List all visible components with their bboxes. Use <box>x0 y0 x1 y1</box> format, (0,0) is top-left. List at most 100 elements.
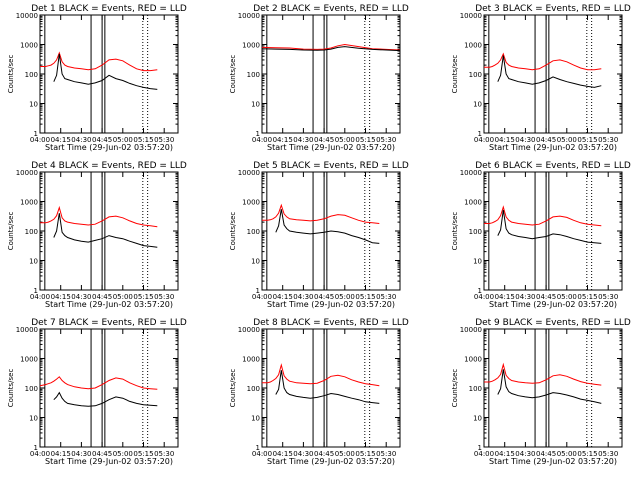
y-tick-label: 1 <box>34 444 38 452</box>
y-tick-label: 1000 <box>464 42 482 50</box>
lld-series-line <box>40 205 158 228</box>
y-tick-label: 1000 <box>464 199 482 207</box>
y-tick-label: 1 <box>256 287 260 295</box>
panel-title: Det 4 BLACK = Events, RED = LLD <box>31 161 187 171</box>
panel-title: Det 2 BLACK = Events, RED = LLD <box>253 4 409 14</box>
x-tick-label: 05:30 <box>598 450 618 458</box>
x-tick-label: 04:15 <box>51 136 71 144</box>
x-tick-label: 04:00 <box>252 293 272 301</box>
x-tick-label: 04:30 <box>71 293 91 301</box>
x-tick-label: 05:30 <box>598 293 618 301</box>
x-tick-label: 04:45 <box>92 293 112 301</box>
x-tick-label: 05:30 <box>154 136 174 144</box>
x-tick-label: 04:15 <box>495 293 515 301</box>
x-tick-label: 04:15 <box>273 136 293 144</box>
plot-frame <box>261 328 401 448</box>
y-tick-label: 1000 <box>20 199 38 207</box>
panel-det-2: Det 2 BLACK = Events, RED = LLD 1 10 100 100… <box>229 4 409 152</box>
panel-title: Det 3 BLACK = Events, RED = LLD <box>475 4 631 14</box>
y-tick-label: 100 <box>469 228 482 236</box>
y-tick-label: 1 <box>256 444 260 452</box>
x-tick-label: 05:15 <box>355 450 375 458</box>
lld-series-line <box>484 52 602 71</box>
panel-det-9: Det 9 BLACK = Events, RED = LLD 1 10 100 100… <box>451 318 631 466</box>
x-tick-label: 05:30 <box>598 136 618 144</box>
x-tick-label: 04:00 <box>252 450 272 458</box>
y-tick-label: 10000 <box>460 326 482 334</box>
x-tick-label: 04:00 <box>30 136 50 144</box>
x-axis-label: Start Time (29-Jun-02 03:57:20) <box>267 143 395 152</box>
panel-det-1: Det 1 BLACK = Events, RED = LLD 1 10 100 100… <box>7 4 187 152</box>
y-tick-label: 10 <box>473 258 482 266</box>
x-tick-label: 05:00 <box>557 293 577 301</box>
x-axis-label: Start Time (29-Jun-02 03:57:20) <box>45 300 173 309</box>
x-tick-label: 04:30 <box>293 450 313 458</box>
lld-series-line <box>262 363 380 387</box>
x-tick-label: 05:30 <box>154 293 174 301</box>
y-tick-label: 100 <box>247 71 260 79</box>
y-axis-label: Counts/sec <box>229 369 237 408</box>
x-tick-label: 04:30 <box>293 293 313 301</box>
y-tick-label: 1000 <box>20 356 38 364</box>
x-tick-label: 05:00 <box>113 450 133 458</box>
y-tick-label: 1 <box>256 130 260 138</box>
x-tick-label: 04:30 <box>293 136 313 144</box>
x-tick-label: 04:15 <box>273 450 293 458</box>
y-tick-label: 10 <box>251 258 260 266</box>
x-tick-label: 04:30 <box>71 450 91 458</box>
events-series-line <box>275 370 380 404</box>
panel-title: Det 7 BLACK = Events, RED = LLD <box>31 318 187 328</box>
y-tick-label: 10000 <box>238 169 260 177</box>
x-tick-label: 04:00 <box>474 450 494 458</box>
x-tick-label: 04:45 <box>314 293 334 301</box>
x-tick-label: 04:45 <box>536 293 556 301</box>
y-axis-label: Counts/sec <box>451 55 459 94</box>
y-tick-label: 10000 <box>16 169 38 177</box>
y-tick-label: 10 <box>251 101 260 109</box>
x-tick-label: 05:00 <box>557 136 577 144</box>
x-tick-label: 05:30 <box>376 450 396 458</box>
lld-series-line <box>484 362 602 386</box>
x-tick-label: 05:30 <box>376 136 396 144</box>
x-tick-label: 05:30 <box>376 293 396 301</box>
x-tick-label: 05:15 <box>577 450 597 458</box>
y-tick-label: 1000 <box>242 199 260 207</box>
plot-frame <box>39 171 179 291</box>
events-series-line <box>53 53 158 90</box>
events-series-line <box>275 209 380 244</box>
y-tick-label: 10 <box>473 415 482 423</box>
x-tick-label: 05:30 <box>154 450 174 458</box>
y-tick-label: 100 <box>469 71 482 79</box>
panel-title: Det 5 BLACK = Events, RED = LLD <box>253 161 409 171</box>
y-axis-label: Counts/sec <box>451 369 459 408</box>
lld-series-line <box>261 43 401 51</box>
x-tick-label: 05:15 <box>133 450 153 458</box>
y-tick-label: 100 <box>25 385 38 393</box>
x-tick-label: 05:00 <box>113 293 133 301</box>
panel-det-3: Det 3 BLACK = Events, RED = LLD 1 10 100 100… <box>451 4 631 152</box>
y-tick-label: 10 <box>29 101 38 109</box>
y-tick-label: 1 <box>34 130 38 138</box>
panel-title: Det 9 BLACK = Events, RED = LLD <box>475 318 631 328</box>
y-tick-label: 1 <box>34 287 38 295</box>
y-tick-label: 1 <box>478 130 482 138</box>
lld-series-line <box>40 51 158 72</box>
x-tick-label: 04:15 <box>51 450 71 458</box>
x-tick-label: 04:00 <box>474 293 494 301</box>
x-tick-label: 04:15 <box>51 293 71 301</box>
panel-det-5: Det 5 BLACK = Events, RED = LLD 1 10 100 100… <box>229 161 409 309</box>
y-tick-label: 1000 <box>464 356 482 364</box>
x-tick-label: 04:00 <box>30 450 50 458</box>
panel-det-4: Det 4 BLACK = Events, RED = LLD 1 10 100 100… <box>7 161 187 309</box>
y-axis-label: Counts/sec <box>7 55 15 94</box>
x-tick-label: 05:00 <box>557 450 577 458</box>
x-tick-label: 05:15 <box>133 293 153 301</box>
x-axis-label: Start Time (29-Jun-02 03:57:20) <box>267 300 395 309</box>
x-axis-label: Start Time (29-Jun-02 03:57:20) <box>489 457 617 466</box>
x-tick-label: 04:30 <box>71 136 91 144</box>
x-axis-label: Start Time (29-Jun-02 03:57:20) <box>45 457 173 466</box>
x-tick-label: 05:00 <box>335 450 355 458</box>
y-tick-label: 10 <box>473 101 482 109</box>
panel-title: Det 8 BLACK = Events, RED = LLD <box>253 318 409 328</box>
